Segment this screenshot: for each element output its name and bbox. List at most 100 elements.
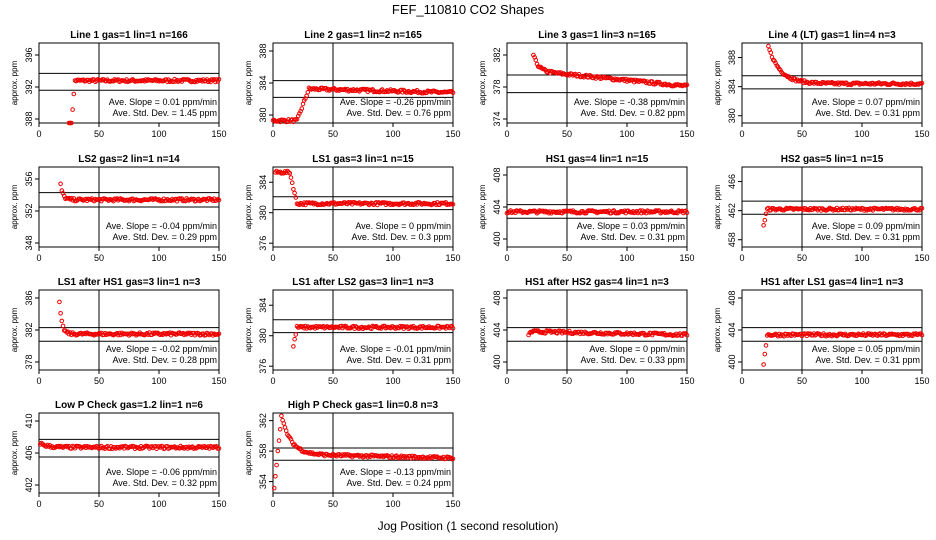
sd-annotation: Ave. Std. Dev. = 0.31 ppm xyxy=(346,355,451,365)
sd-label: Ave. Std. Dev. = xyxy=(815,232,879,242)
y-tick-label: 376 xyxy=(258,236,268,251)
panel-14: High P Check gas=1 lin=0.8 n=3 0 50 100 150 3… xyxy=(244,400,461,509)
sd-value: 0.31 xyxy=(413,355,431,365)
slope-annotation: Ave. Slope = -0.04 ppm/min xyxy=(106,221,217,231)
plot-frame xyxy=(272,412,454,494)
sd-annotation: Ave. Std. Dev. = 0.28 ppm xyxy=(112,355,217,365)
slope-unit: ppm/min xyxy=(650,221,685,231)
y-axis-label: approx. ppm xyxy=(713,184,722,229)
data-point xyxy=(288,175,294,180)
sd-annotation: Ave. Std. Dev. = 1.45 ppm xyxy=(112,108,217,118)
data-point xyxy=(60,323,66,329)
data-point xyxy=(291,187,296,192)
sd-label: Ave. Std. Dev. = xyxy=(351,232,415,242)
data-point xyxy=(275,448,281,454)
x-tick-label: 100 xyxy=(385,129,400,139)
slope-unit: ppm/min xyxy=(416,97,451,107)
sd-label: Ave. Std. Dev. = xyxy=(580,108,644,118)
panel-12: HS1 after LS1 gas=4 lin=1 n=3 0 50 100 150 40… xyxy=(713,277,930,386)
slope-annotation: Ave. Slope = 0 ppm/min xyxy=(355,221,451,231)
y-tick-label: 378 xyxy=(24,354,34,369)
x-tick-label: 0 xyxy=(739,253,744,263)
slope-unit: ppm/min xyxy=(885,344,920,354)
sd-label: Ave. Std. Dev. = xyxy=(346,355,410,365)
slope-unit: ppm/min xyxy=(885,97,920,107)
x-tick-label: 50 xyxy=(562,253,572,263)
sd-unit: ppm xyxy=(902,355,920,365)
y-axis-label: approx. ppm xyxy=(244,184,253,229)
data-point xyxy=(283,428,289,434)
x-tick-label: 50 xyxy=(94,499,104,509)
panel-11: HS1 after HS2 gas=4 lin=1 n=3 0 50 100 150 40… xyxy=(478,277,695,386)
sd-label: Ave. Std. Dev. = xyxy=(112,108,176,118)
x-tick-label: 100 xyxy=(151,253,166,263)
x-tick-label: 100 xyxy=(385,253,400,263)
y-tick-label: 352 xyxy=(24,203,34,218)
slope-value: -0.13 xyxy=(393,467,414,477)
slope-annotation: Ave. Slope = -0.02 ppm/min xyxy=(106,344,217,354)
sd-unit: ppm xyxy=(199,478,217,488)
y-tick-label: 376 xyxy=(258,359,268,374)
data-point xyxy=(274,462,279,468)
x-tick-label: 150 xyxy=(211,376,226,386)
x-tick-label: 0 xyxy=(504,253,509,263)
x-tick-label: 150 xyxy=(211,129,226,139)
x-tick-label: 100 xyxy=(619,253,634,263)
slope-label: Ave. Slope = xyxy=(106,221,157,231)
sd-unit: ppm xyxy=(902,108,920,118)
slope-label: Ave. Slope = xyxy=(812,344,863,354)
x-tick-label: 150 xyxy=(445,129,460,139)
y-axis-label: approx. ppm xyxy=(713,307,722,352)
data-point xyxy=(919,332,925,338)
y-tick-label: 384 xyxy=(258,175,268,190)
sd-value: 0.29 xyxy=(179,232,197,242)
x-tick-label: 50 xyxy=(562,129,572,139)
panel-title: Line 4 (LT) gas=1 lin=4 n=3 xyxy=(768,30,896,41)
data-point xyxy=(761,362,766,367)
y-axis-label: approx. ppm xyxy=(10,60,19,105)
y-tick-label: 462 xyxy=(727,203,737,218)
sd-label: Ave. Std. Dev. = xyxy=(112,478,176,488)
data-point xyxy=(531,52,536,58)
x-tick-label: 100 xyxy=(151,129,166,139)
x-tick-label: 150 xyxy=(211,499,226,509)
data-point xyxy=(408,456,414,461)
data-point xyxy=(216,77,222,82)
data-point xyxy=(279,413,284,419)
slope-label: Ave. Slope = xyxy=(340,467,391,477)
sd-label: Ave. Std. Dev. = xyxy=(346,478,410,488)
sd-annotation: Ave. Std. Dev. = 0.32 ppm xyxy=(112,478,217,488)
data-point xyxy=(299,106,305,111)
data-point xyxy=(850,331,855,337)
panel-title: HS1 after LS1 gas=4 lin=1 n=3 xyxy=(761,277,904,288)
y-axis-label: approx. ppm xyxy=(244,430,253,475)
sd-label: Ave. Std. Dev. = xyxy=(112,355,176,365)
sd-annotation: Ave. Std. Dev. = 0.24 ppm xyxy=(346,478,451,488)
panel-title: LS2 gas=2 lin=1 n=14 xyxy=(78,154,180,165)
slope-annotation: Ave. Slope = 0 ppm/min xyxy=(589,344,685,354)
sd-unit: ppm xyxy=(433,478,451,488)
sd-value: 0.31 xyxy=(882,355,900,365)
x-tick-label: 150 xyxy=(679,253,694,263)
slope-unit: ppm/min xyxy=(650,344,685,354)
x-tick-label: 150 xyxy=(679,129,694,139)
data-point xyxy=(449,323,455,329)
x-tick-label: 0 xyxy=(36,129,41,139)
y-tick-label: 362 xyxy=(258,413,268,428)
x-tick-label: 0 xyxy=(270,376,275,386)
sd-unit: ppm xyxy=(667,355,685,365)
data-point xyxy=(762,351,768,357)
slope-label: Ave. Slope = xyxy=(109,97,160,107)
slope-annotation: Ave. Slope = -0.38 ppm/min xyxy=(574,97,685,107)
data-point xyxy=(69,120,74,126)
slope-value: -0.04 xyxy=(159,221,180,231)
panel-title: High P Check gas=1 lin=0.8 n=3 xyxy=(288,400,439,411)
data-point xyxy=(533,57,539,63)
panel-13: Low P Check gas=1.2 lin=1 n=6 0 50 100 150 40… xyxy=(10,400,227,509)
y-tick-label: 404 xyxy=(492,199,502,214)
data-point xyxy=(58,181,63,187)
sd-unit: ppm xyxy=(433,232,451,242)
y-axis-label: approx. ppm xyxy=(10,430,19,475)
y-tick-label: 408 xyxy=(492,167,502,182)
sd-annotation: Ave. Std. Dev. = 0.31 ppm xyxy=(815,232,920,242)
